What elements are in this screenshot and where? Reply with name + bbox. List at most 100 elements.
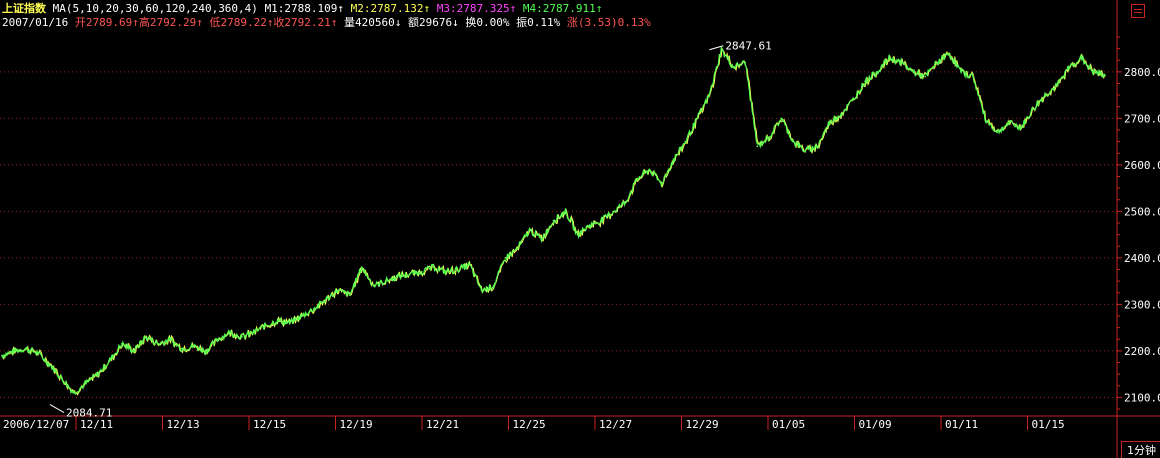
data-point-32 xyxy=(384,280,387,283)
x-tick-label-12: 01/15 xyxy=(1032,418,1065,431)
data-point-76 xyxy=(912,70,915,73)
data-point-4 xyxy=(49,363,51,366)
data-point-2 xyxy=(25,347,27,350)
annotation-leader-0 xyxy=(709,45,724,51)
data-point-57 xyxy=(684,140,687,143)
data-point-78 xyxy=(936,61,939,64)
data-point-56 xyxy=(672,159,675,162)
data-point-79 xyxy=(948,52,951,55)
x-tick-label-0: 2006/12/07 xyxy=(3,418,69,431)
data-point-64 xyxy=(768,136,771,138)
data-point-20 xyxy=(240,336,243,338)
y-tick-label-2600: 2600.0 xyxy=(1124,159,1160,172)
data-point-33 xyxy=(396,275,399,278)
quote-amount: 额29676↓ xyxy=(408,16,459,29)
data-point-15 xyxy=(180,347,183,350)
header-row-quote: 2007/01/16 开2789.69↑高2792.29↑ 低2789.22↑收… xyxy=(2,16,651,29)
data-point-81 xyxy=(972,75,975,78)
data-point-13 xyxy=(156,343,159,345)
data-point-77 xyxy=(924,75,927,78)
x-tick-label-5: 12/21 xyxy=(426,418,459,431)
grid-lines xyxy=(0,71,1117,398)
ma-m4: M4:2787.911↑ xyxy=(522,2,603,15)
data-point-8 xyxy=(97,373,99,376)
data-point-89 xyxy=(1068,66,1070,69)
data-point-40 xyxy=(480,289,483,292)
data-point-11 xyxy=(132,349,135,352)
data-point-36 xyxy=(432,266,435,269)
data-point-27 xyxy=(324,298,327,301)
y-tick-label-2500: 2500.0 xyxy=(1124,205,1160,218)
data-point-67 xyxy=(804,150,807,152)
data-point-49 xyxy=(588,224,591,227)
data-point-58 xyxy=(696,117,699,120)
data-point-62 xyxy=(744,61,747,64)
header-row-indicators: 上证指数 MA(5,10,20,30,60,120,240,360,4) M1:… xyxy=(2,2,602,15)
data-point-73 xyxy=(876,70,879,73)
y-tick-label-2200: 2200.0 xyxy=(1124,345,1160,358)
quote-amplitude: 振0.11% xyxy=(516,16,561,29)
x-tick-label-11: 01/11 xyxy=(945,418,978,431)
data-point-21 xyxy=(252,331,255,334)
data-point-14 xyxy=(168,338,171,341)
series-line xyxy=(1,45,1106,396)
data-point-10 xyxy=(120,343,123,345)
data-point-43 xyxy=(516,247,519,250)
y-tick-label-2400: 2400.0 xyxy=(1124,252,1160,265)
data-point-19 xyxy=(228,331,231,334)
data-point-87 xyxy=(1044,94,1046,97)
data-point-9 xyxy=(109,359,111,362)
data-point-91 xyxy=(1092,70,1094,73)
data-point-85 xyxy=(1020,126,1022,129)
data-point-55 xyxy=(660,182,663,185)
data-point-18 xyxy=(216,338,219,341)
data-point-42 xyxy=(504,256,507,259)
quote-change-value: (3.53)0.13% xyxy=(577,16,651,29)
ma-m2: M2:2787.132↑ xyxy=(350,2,431,15)
x-tick-label-7: 12/27 xyxy=(599,418,632,431)
window-menu-icon[interactable] xyxy=(1131,4,1145,18)
data-point-22 xyxy=(264,324,267,327)
data-point-51 xyxy=(612,210,615,213)
data-point-46 xyxy=(552,219,555,222)
ma-m1: M1:2788.109↑ xyxy=(264,2,345,15)
data-point-50 xyxy=(600,219,603,222)
data-point-72 xyxy=(864,80,867,83)
data-point-44 xyxy=(528,229,531,231)
y-tick-label-2100: 2100.0 xyxy=(1124,391,1160,404)
y-tick-label-2300: 2300.0 xyxy=(1124,298,1160,311)
data-point-23 xyxy=(276,319,279,322)
data-point-31 xyxy=(372,284,375,287)
data-point-39 xyxy=(468,263,471,266)
ma-m3: M3:2787.325↑ xyxy=(436,2,517,15)
data-point-7 xyxy=(85,382,87,385)
quote-high: 高2792.29↑ xyxy=(138,16,203,29)
data-point-25 xyxy=(300,315,303,317)
data-point-24 xyxy=(288,322,291,324)
data-point-35 xyxy=(420,270,423,273)
data-point-75 xyxy=(900,61,903,64)
data-point-12 xyxy=(144,336,147,338)
data-point-6 xyxy=(73,391,75,394)
data-point-71 xyxy=(852,98,855,101)
period-button[interactable]: 1分钟 xyxy=(1121,441,1160,458)
annotations: 2847.61 2084.71 xyxy=(49,40,772,420)
data-point-92 xyxy=(1104,74,1106,77)
data-point-30 xyxy=(360,266,363,269)
series-line-main xyxy=(1,45,1106,395)
data-point-66 xyxy=(792,140,795,143)
quote-volume: 量420560↓ xyxy=(344,16,402,29)
data-point-45 xyxy=(540,238,543,241)
x-tick-label-9: 01/05 xyxy=(772,418,805,431)
tick-labels: 2100.0 2200.0 2300.0 2400.0 2500.0 2600.0 2700… xyxy=(3,66,1160,431)
annotation-label-0: 2847.61 xyxy=(725,40,771,53)
y-tick-label-2800: 2800.0 xyxy=(1124,66,1160,79)
data-point-59 xyxy=(708,94,711,97)
data-point-88 xyxy=(1056,84,1058,87)
data-point-28 xyxy=(336,289,339,292)
data-point-63 xyxy=(756,145,759,148)
data-point-0 xyxy=(1,354,3,357)
x-tick-label-10: 01/09 xyxy=(859,418,892,431)
data-point-53 xyxy=(636,177,639,180)
x-tick-label-6: 12/25 xyxy=(513,418,546,431)
